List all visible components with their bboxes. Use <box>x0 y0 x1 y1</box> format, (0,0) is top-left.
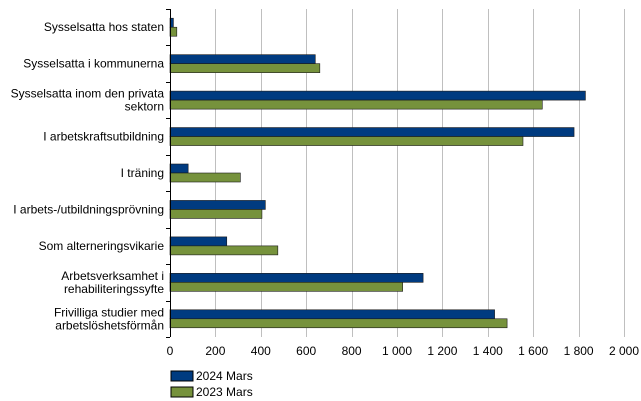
bar <box>169 318 508 329</box>
bars <box>169 17 586 329</box>
category-label: Sysselsatta hos staten <box>44 20 164 34</box>
legend-label: 2024 Mars <box>196 369 253 383</box>
category-label: I träning <box>121 166 164 180</box>
bar <box>169 136 524 146</box>
bar <box>169 236 228 247</box>
x-tick-label: 1 600 <box>518 344 548 358</box>
x-tick-label: 2 000 <box>609 344 639 358</box>
legend: 2024 Mars 2023 Mars <box>170 369 253 399</box>
bar <box>169 163 189 174</box>
x-tick-label: 1 800 <box>564 344 594 358</box>
bar <box>169 90 586 101</box>
category-label: Som alterneringsvikarie <box>39 239 165 253</box>
legend-label: 2023 Mars <box>196 385 253 399</box>
bar <box>169 54 316 64</box>
bar <box>169 309 495 320</box>
x-tick-labels: 0 200 400 600 800 1 000 1 200 1 400 1 600 1 800 2 … <box>167 344 640 358</box>
x-tick-label: 1 000 <box>382 344 412 358</box>
bar <box>169 127 575 137</box>
category-label: Sysselsatta inom den privata <box>11 87 165 101</box>
x-tick-label: 800 <box>342 344 362 358</box>
bar <box>169 282 403 292</box>
bar <box>169 209 263 219</box>
category-label: I arbetskraftsutbildning <box>43 130 164 144</box>
bar <box>169 99 543 110</box>
category-labels: Sysselsatta hos staten Sysselsatta i komm… <box>11 20 165 332</box>
legend-swatch <box>170 386 194 398</box>
bar <box>169 172 241 183</box>
axis <box>166 9 171 338</box>
bar <box>169 26 178 37</box>
bar <box>169 273 424 283</box>
x-tick-label: 200 <box>205 344 225 358</box>
category-label: sektorn <box>125 100 164 114</box>
x-tick-label: 400 <box>251 344 271 358</box>
category-label: I arbets-/utbildningsprövning <box>13 202 164 216</box>
category-label: Frivilliga studier med <box>54 305 164 319</box>
bar <box>169 200 266 210</box>
category-label: Sysselsatta i kommunerna <box>23 57 164 71</box>
bar <box>169 245 279 256</box>
category-label: rehabiliteringssyfte <box>64 282 164 296</box>
category-label: arbetslöshetsförmån <box>55 318 164 332</box>
x-tick-label: 1 400 <box>473 344 503 358</box>
x-tick-label: 0 <box>167 344 174 358</box>
legend-swatch <box>170 370 194 382</box>
x-tick-label: 600 <box>296 344 316 358</box>
x-tick-label: 1 200 <box>427 344 457 358</box>
bar <box>169 63 321 73</box>
category-label: Arbetsverksamhet i <box>61 269 164 283</box>
